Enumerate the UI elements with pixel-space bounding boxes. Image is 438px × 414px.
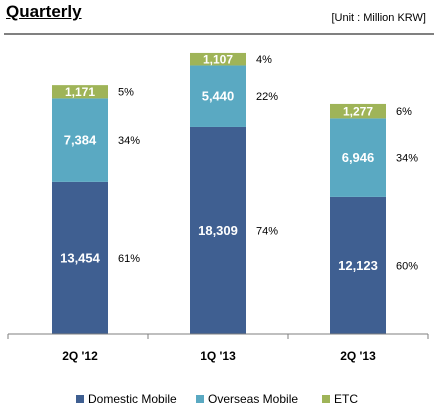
x-tick-label: 2Q '13 (340, 349, 376, 363)
data-label: 5,440 (202, 89, 235, 104)
chart-title: Quarterly (6, 2, 82, 21)
bars-group: 13,454 61% 7,384 34% 1,171 5% 18,309 74% 5,440 22… (52, 53, 418, 334)
bar-segment-domestic-mobile (190, 126, 246, 334)
data-label: 7,384 (64, 133, 97, 148)
percent-label: 60% (396, 260, 418, 272)
legend-swatch (322, 395, 330, 403)
data-label: 1,107 (203, 53, 233, 67)
legend-swatch (76, 395, 84, 403)
percent-label: 74% (256, 225, 278, 237)
bar-segment-etc (52, 85, 108, 99)
category-labels: 2Q '12 1Q '13 2Q '13 (62, 349, 376, 363)
legend-swatch (196, 395, 204, 403)
legend-label: Overseas Mobile (208, 392, 298, 406)
percent-label: 4% (256, 54, 272, 66)
data-label: 1,171 (65, 85, 95, 99)
percent-label: 5% (118, 87, 134, 99)
legend-label: Domestic Mobile (88, 392, 177, 406)
percent-label: 61% (118, 253, 140, 265)
bar-segment-etc (190, 52, 246, 66)
x-tick-label: 2Q '12 (62, 349, 98, 363)
percent-label: 34% (396, 153, 418, 165)
legend: Domestic Mobile Overseas Mobile ETC (76, 392, 358, 406)
bar-segment-etc (330, 103, 386, 119)
data-label: 18,309 (198, 223, 238, 238)
bar-segment-overseas-mobile (330, 118, 386, 197)
unit-label: [Unit : Million KRW] (331, 12, 426, 24)
percent-label: 34% (118, 135, 140, 147)
data-label: 1,277 (343, 105, 373, 119)
bar-segment-domestic-mobile (330, 196, 386, 334)
bar-segment-domestic-mobile (52, 181, 108, 334)
bar-segment-overseas-mobile (190, 65, 246, 127)
data-label: 13,454 (60, 250, 101, 265)
data-label: 6,946 (342, 150, 375, 165)
bar-segment-overseas-mobile (52, 98, 108, 182)
data-label: 12,123 (338, 258, 378, 273)
x-tick-label: 1Q '13 (200, 349, 236, 363)
percent-label: 22% (256, 91, 278, 103)
percent-label: 6% (396, 106, 412, 118)
legend-label: ETC (334, 392, 358, 406)
